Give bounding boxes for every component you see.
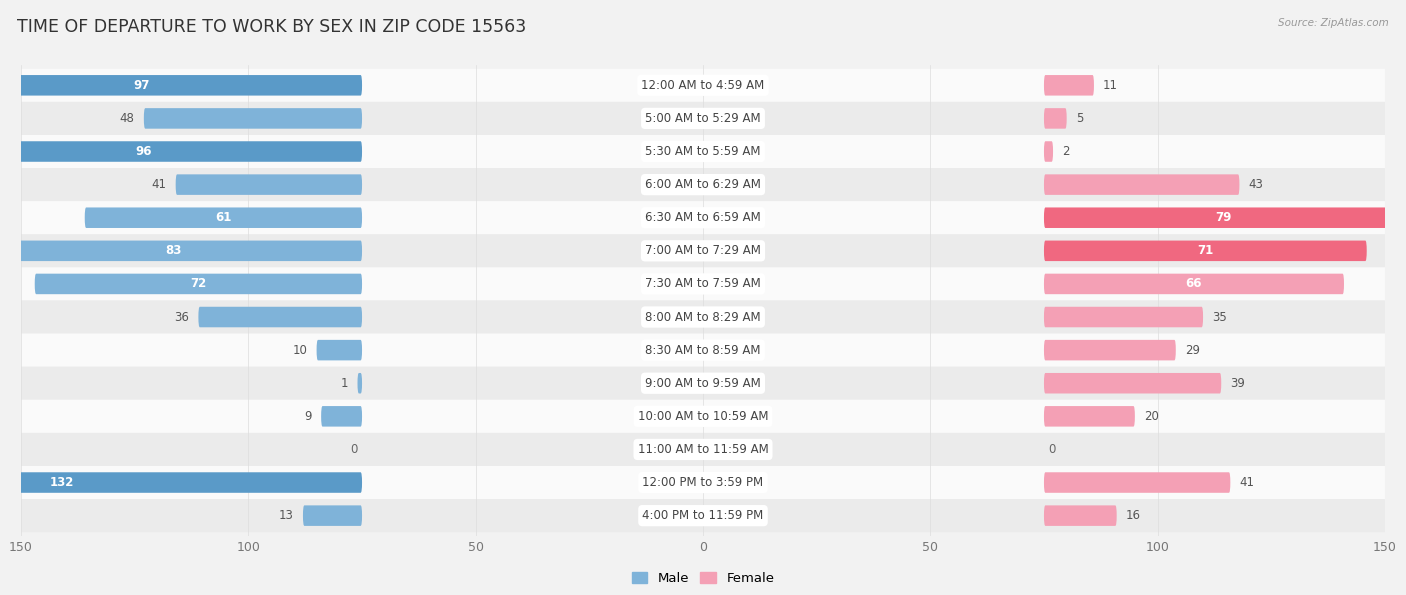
FancyBboxPatch shape	[1045, 340, 1175, 361]
Text: 2: 2	[1062, 145, 1070, 158]
FancyBboxPatch shape	[21, 400, 1385, 433]
Text: 83: 83	[165, 245, 181, 257]
Text: 72: 72	[190, 277, 207, 290]
Text: 10: 10	[292, 344, 308, 356]
FancyBboxPatch shape	[1045, 307, 1204, 327]
Text: 12:00 PM to 3:59 PM: 12:00 PM to 3:59 PM	[643, 476, 763, 489]
Text: 0: 0	[1049, 443, 1056, 456]
FancyBboxPatch shape	[1045, 208, 1403, 228]
Text: 1: 1	[340, 377, 349, 390]
Text: 5:30 AM to 5:59 AM: 5:30 AM to 5:59 AM	[645, 145, 761, 158]
FancyBboxPatch shape	[1045, 274, 1344, 294]
FancyBboxPatch shape	[21, 168, 1385, 201]
FancyBboxPatch shape	[1045, 406, 1135, 427]
Text: 41: 41	[1240, 476, 1254, 489]
Text: 9: 9	[305, 410, 312, 423]
FancyBboxPatch shape	[0, 240, 363, 261]
Text: 4:00 PM to 11:59 PM: 4:00 PM to 11:59 PM	[643, 509, 763, 522]
Text: 7:00 AM to 7:29 AM: 7:00 AM to 7:29 AM	[645, 245, 761, 257]
FancyBboxPatch shape	[21, 234, 1385, 267]
Text: 43: 43	[1249, 178, 1264, 191]
Text: 11:00 AM to 11:59 AM: 11:00 AM to 11:59 AM	[638, 443, 768, 456]
FancyBboxPatch shape	[21, 135, 1385, 168]
Text: 96: 96	[135, 145, 152, 158]
FancyBboxPatch shape	[21, 334, 1385, 367]
Legend: Male, Female: Male, Female	[626, 566, 780, 590]
Text: 6:00 AM to 6:29 AM: 6:00 AM to 6:29 AM	[645, 178, 761, 191]
FancyBboxPatch shape	[21, 433, 1385, 466]
Text: 20: 20	[1144, 410, 1159, 423]
FancyBboxPatch shape	[316, 340, 363, 361]
Text: 11: 11	[1104, 79, 1118, 92]
FancyBboxPatch shape	[1045, 472, 1230, 493]
FancyBboxPatch shape	[0, 141, 363, 162]
FancyBboxPatch shape	[21, 69, 1385, 102]
FancyBboxPatch shape	[198, 307, 363, 327]
Text: 13: 13	[278, 509, 294, 522]
Text: 12:00 AM to 4:59 AM: 12:00 AM to 4:59 AM	[641, 79, 765, 92]
Text: 36: 36	[174, 311, 190, 324]
Text: 9:00 AM to 9:59 AM: 9:00 AM to 9:59 AM	[645, 377, 761, 390]
Text: 6:30 AM to 6:59 AM: 6:30 AM to 6:59 AM	[645, 211, 761, 224]
Text: 132: 132	[49, 476, 75, 489]
Text: 41: 41	[152, 178, 166, 191]
Text: 61: 61	[215, 211, 232, 224]
Text: 79: 79	[1215, 211, 1232, 224]
FancyBboxPatch shape	[84, 208, 363, 228]
FancyBboxPatch shape	[35, 274, 363, 294]
FancyBboxPatch shape	[176, 174, 363, 195]
FancyBboxPatch shape	[0, 472, 363, 493]
Text: 48: 48	[120, 112, 135, 125]
Text: 5:00 AM to 5:29 AM: 5:00 AM to 5:29 AM	[645, 112, 761, 125]
Text: 8:30 AM to 8:59 AM: 8:30 AM to 8:59 AM	[645, 344, 761, 356]
FancyBboxPatch shape	[1045, 240, 1367, 261]
Text: 29: 29	[1185, 344, 1199, 356]
FancyBboxPatch shape	[302, 505, 363, 526]
FancyBboxPatch shape	[21, 201, 1385, 234]
Text: 66: 66	[1185, 277, 1202, 290]
FancyBboxPatch shape	[1045, 108, 1067, 129]
FancyBboxPatch shape	[21, 267, 1385, 300]
Text: 35: 35	[1212, 311, 1227, 324]
Text: 71: 71	[1198, 245, 1213, 257]
Text: 16: 16	[1126, 509, 1140, 522]
Text: Source: ZipAtlas.com: Source: ZipAtlas.com	[1278, 18, 1389, 28]
Text: 7:30 AM to 7:59 AM: 7:30 AM to 7:59 AM	[645, 277, 761, 290]
Text: 0: 0	[350, 443, 357, 456]
FancyBboxPatch shape	[143, 108, 363, 129]
Text: 39: 39	[1230, 377, 1246, 390]
FancyBboxPatch shape	[21, 300, 1385, 334]
Text: TIME OF DEPARTURE TO WORK BY SEX IN ZIP CODE 15563: TIME OF DEPARTURE TO WORK BY SEX IN ZIP …	[17, 18, 526, 36]
FancyBboxPatch shape	[357, 373, 363, 393]
Text: 5: 5	[1076, 112, 1083, 125]
FancyBboxPatch shape	[1045, 75, 1094, 96]
FancyBboxPatch shape	[1045, 174, 1240, 195]
Text: 10:00 AM to 10:59 AM: 10:00 AM to 10:59 AM	[638, 410, 768, 423]
FancyBboxPatch shape	[1045, 141, 1053, 162]
FancyBboxPatch shape	[21, 367, 1385, 400]
FancyBboxPatch shape	[0, 75, 363, 96]
Text: 8:00 AM to 8:29 AM: 8:00 AM to 8:29 AM	[645, 311, 761, 324]
FancyBboxPatch shape	[21, 466, 1385, 499]
FancyBboxPatch shape	[321, 406, 363, 427]
Text: 97: 97	[134, 79, 150, 92]
FancyBboxPatch shape	[1045, 505, 1116, 526]
FancyBboxPatch shape	[21, 499, 1385, 532]
FancyBboxPatch shape	[1045, 373, 1222, 393]
FancyBboxPatch shape	[21, 102, 1385, 135]
